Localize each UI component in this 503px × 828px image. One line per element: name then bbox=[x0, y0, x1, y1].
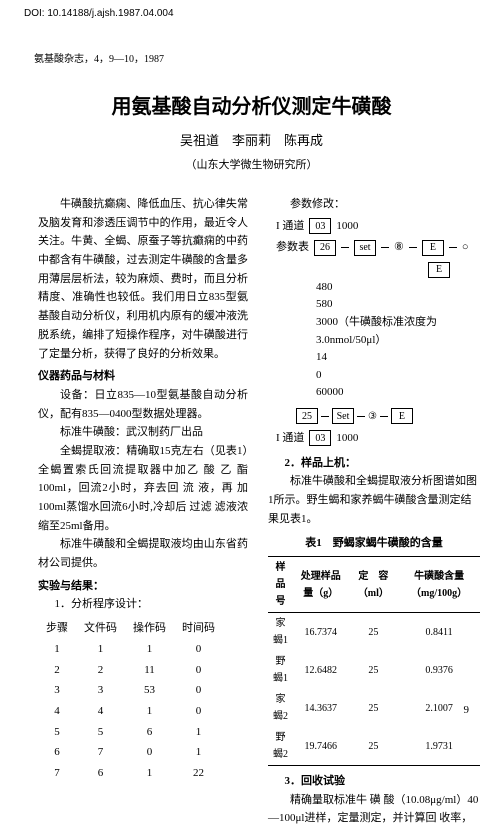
table-row: 1110 bbox=[38, 639, 223, 660]
intro-paragraph: 牛磺酸抗癫痫、降低血压、抗心律失常及脑发育和渗透压调节中的作用，最近令人关注。牛… bbox=[38, 195, 248, 363]
table-row: 家蝎116.7374250.8411 bbox=[268, 613, 480, 652]
param-box-26: 26 bbox=[314, 240, 336, 256]
circ-8-icon: ⑧ bbox=[394, 238, 404, 257]
e-box-2: E bbox=[428, 262, 450, 278]
circ-3-icon: ③ bbox=[368, 408, 377, 425]
steps-h3: 时间码 bbox=[174, 618, 223, 639]
data-table: 样品号 处理样品量（g） 定 容（ml） 牛磺酸含量（mg/100g） 家蝎11… bbox=[268, 556, 480, 766]
article-title: 用氨基酸自动分析仪测定牛磺酸 bbox=[0, 90, 503, 119]
table-row: 22110 bbox=[38, 660, 223, 681]
right-column: 参数修改： I 通道 03 1000 参数表 26 set ⑧ E ○ E 48… bbox=[268, 195, 480, 828]
param-table-label: 参数表 bbox=[276, 238, 309, 257]
table-1-title: 表1 野蝎家蝎牛磺酸的含量 bbox=[268, 534, 480, 553]
e-box-1: E bbox=[422, 240, 444, 256]
channel-line-1: I 通道 03 1000 bbox=[276, 217, 480, 236]
channel-line-2: I 通道 03 1000 bbox=[276, 429, 480, 448]
steps-header-row: 步骤 文件码 操作码 时间码 bbox=[38, 618, 223, 639]
table-row: 家蝎214.3637252.1007 bbox=[268, 689, 480, 727]
affiliation: （山东大学微生物研究所） bbox=[0, 156, 503, 172]
o-icon: ○ bbox=[462, 238, 469, 257]
list-item: 60000 bbox=[316, 384, 480, 402]
table-row: 33530 bbox=[38, 680, 223, 701]
source-paragraph: 标准牛磺酸和全蝎提取液均由山东省药材公司提供。 bbox=[38, 535, 248, 572]
list-item: 580 bbox=[316, 296, 480, 314]
sample-paragraph: 标准牛磺酸和全蝎提取液分析图谱如图1所示。野生蝎和家养蝎牛磺酸含量测定结果见表1… bbox=[268, 472, 480, 528]
table-row: 野蝎219.7466251.9731 bbox=[268, 727, 480, 766]
steps-h1: 文件码 bbox=[76, 618, 125, 639]
list-item: 3000（牛磺酸标准浓度为3.0nmol/50μl） bbox=[316, 314, 480, 349]
dt-h3: 牛磺酸含量（mg/100g） bbox=[398, 557, 480, 613]
channel-num: 1000 bbox=[336, 217, 358, 236]
dt-h2: 定 容（ml） bbox=[349, 557, 399, 613]
steps-table: 步骤 文件码 操作码 时间码 1110221103353044105561670… bbox=[38, 618, 223, 784]
table-row: 76122 bbox=[38, 763, 223, 784]
table-row: 5561 bbox=[38, 722, 223, 743]
flow-row-25: 25 Set ③ E bbox=[296, 408, 480, 425]
set-box-2: Set bbox=[332, 408, 354, 424]
steps-h0: 步骤 bbox=[38, 618, 76, 639]
e-box-3: E bbox=[391, 408, 413, 424]
steps-h2: 操作码 bbox=[125, 618, 174, 639]
doi: DOI: 10.14188/j.ajsh.1987.04.004 bbox=[24, 8, 174, 19]
list-item: 480 bbox=[316, 279, 480, 297]
channel-num-2: 1000 bbox=[336, 429, 358, 448]
subheading-2: 2．样品上机： bbox=[268, 454, 480, 473]
param-title: 参数修改： bbox=[268, 195, 480, 214]
subheading-1: 1．分析程序设计： bbox=[38, 595, 248, 614]
channel-label-2: I 通道 bbox=[276, 429, 304, 448]
left-column: 牛磺酸抗癫痫、降低血压、抗心律失常及脑发育和渗透压调节中的作用，最近令人关注。牛… bbox=[38, 195, 248, 784]
dt-h1: 处理样品量（g） bbox=[293, 557, 348, 613]
recovery-paragraph: 精确量取标准牛 磺 酸（10.08μg/ml）40—100μl进样，定量测定，并… bbox=[268, 791, 480, 828]
dt-h0: 样品号 bbox=[268, 557, 293, 613]
subheading-3: 3．回收试验 bbox=[268, 772, 480, 791]
extract-paragraph: 全蝎提取液：精确取15克左右（见表1）全蝎置索氏回流提取器中加乙 酸 乙 酯10… bbox=[38, 442, 248, 535]
page-number: 9 bbox=[464, 704, 470, 716]
values-list: 4805803000（牛磺酸标准浓度为3.0nmol/50μl）14060000 bbox=[316, 279, 480, 402]
materials-heading: 仪器药品与材料 bbox=[38, 367, 248, 386]
equipment-paragraph: 设备：日立835—10型氨基酸自动分析仪，配有835—0400型数据处理器。 bbox=[38, 386, 248, 423]
channel-label: I 通道 bbox=[276, 217, 304, 236]
standard-paragraph: 标准牛磺酸：武汉制药厂出品 bbox=[38, 423, 248, 442]
list-item: 0 bbox=[316, 367, 480, 385]
channel-box: 03 bbox=[309, 218, 331, 234]
journal-header: 氨基酸杂志，4，9—10，1987 bbox=[34, 50, 164, 65]
channel-box-2: 03 bbox=[309, 430, 331, 446]
results-heading: 实验与结果： bbox=[38, 577, 248, 596]
box-25: 25 bbox=[296, 408, 318, 424]
table-row: 4410 bbox=[38, 701, 223, 722]
list-item: 14 bbox=[316, 349, 480, 367]
param-table-line: 参数表 26 set ⑧ E ○ bbox=[276, 238, 480, 257]
authors: 吴祖道 李丽莉 陈再成 bbox=[0, 130, 503, 149]
table-row: 6701 bbox=[38, 742, 223, 763]
table-row: 野蝎112.6482250.9376 bbox=[268, 651, 480, 689]
set-box-1: set bbox=[354, 240, 376, 256]
